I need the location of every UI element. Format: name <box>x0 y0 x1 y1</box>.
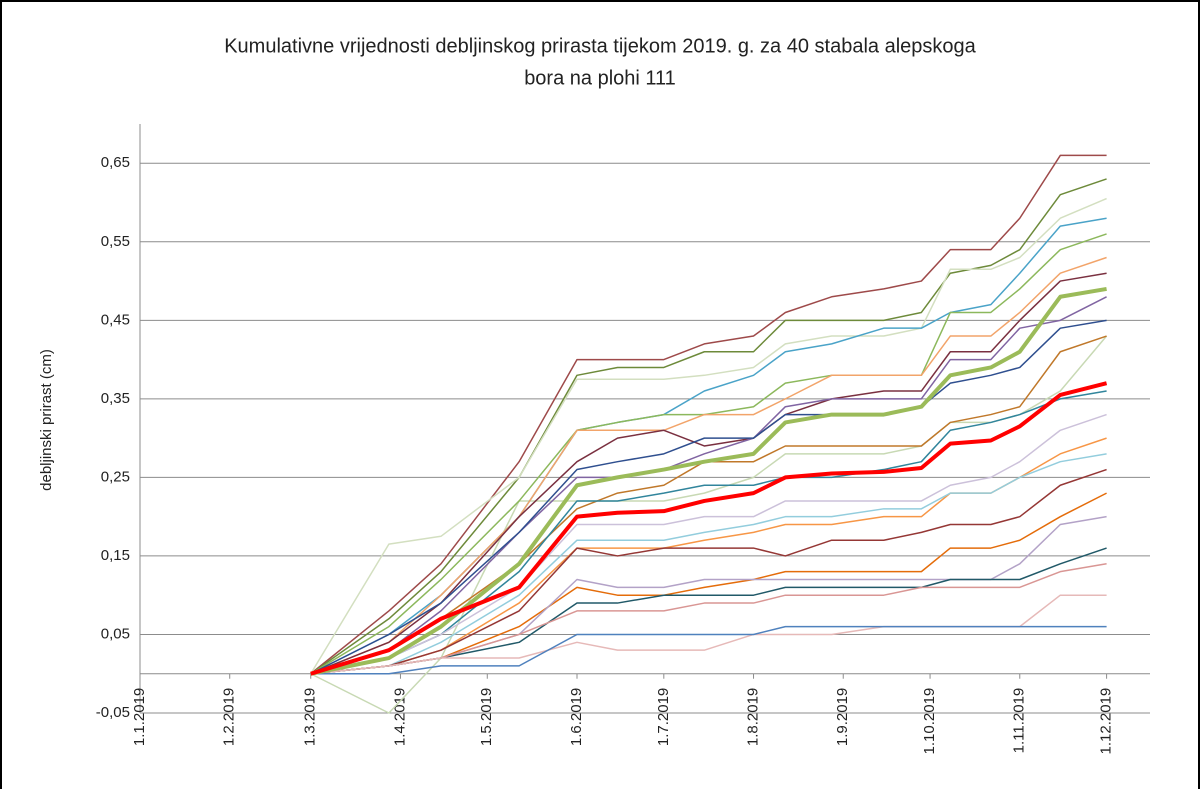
series-line <box>310 319 1107 675</box>
x-tick-label: 1.4.2019 <box>391 688 408 746</box>
y-tick-label: -0,05 <box>96 704 130 721</box>
series-line <box>310 233 1107 675</box>
x-tick-label: 1.5.2019 <box>478 688 495 746</box>
series-line <box>310 625 1107 675</box>
chart-title: Kumulativne vrijednosti debljinskog prir… <box>224 35 976 57</box>
y-tick-label: 0,05 <box>101 625 130 642</box>
series-line <box>310 178 1107 675</box>
y-tick-label: 0,35 <box>101 390 130 407</box>
series-line <box>310 381 1108 676</box>
y-tick-label: 0,65 <box>101 154 130 171</box>
series-line <box>310 547 1107 675</box>
series-line <box>310 154 1107 675</box>
series-line <box>310 468 1107 675</box>
x-tick-label: 1.7.2019 <box>655 688 672 746</box>
series-line <box>310 296 1107 675</box>
x-tick-label: 1.3.2019 <box>302 688 319 746</box>
series-line <box>310 256 1107 675</box>
x-tick-label: 1.12.2019 <box>1098 688 1115 755</box>
y-tick-label: 0,25 <box>101 468 130 485</box>
x-tick-label: 1.10.2019 <box>921 688 938 755</box>
series-line <box>310 286 1107 676</box>
series-line <box>310 563 1107 675</box>
x-tick-label: 1.8.2019 <box>744 688 761 746</box>
x-tick-label: 1.11.2019 <box>1011 688 1028 754</box>
chart-title: bora na plohi 111 <box>524 67 676 89</box>
series-line <box>310 197 1107 675</box>
y-tick-label: 0,15 <box>101 547 130 564</box>
x-tick-label: 1.2.2019 <box>221 688 238 746</box>
series-line <box>310 492 1107 675</box>
y-tick-label: 0,45 <box>101 311 130 328</box>
x-tick-label: 1.6.2019 <box>568 688 585 746</box>
y-axis-label: debljinski prirast (cm) <box>38 349 55 491</box>
series-line <box>310 390 1107 675</box>
series-line <box>310 413 1107 675</box>
y-tick-label: 0,55 <box>101 233 130 250</box>
series-line <box>310 453 1107 675</box>
x-tick-label: 1.9.2019 <box>834 688 851 746</box>
series-line <box>310 272 1107 675</box>
x-tick-label: 1.1.2019 <box>131 688 148 746</box>
